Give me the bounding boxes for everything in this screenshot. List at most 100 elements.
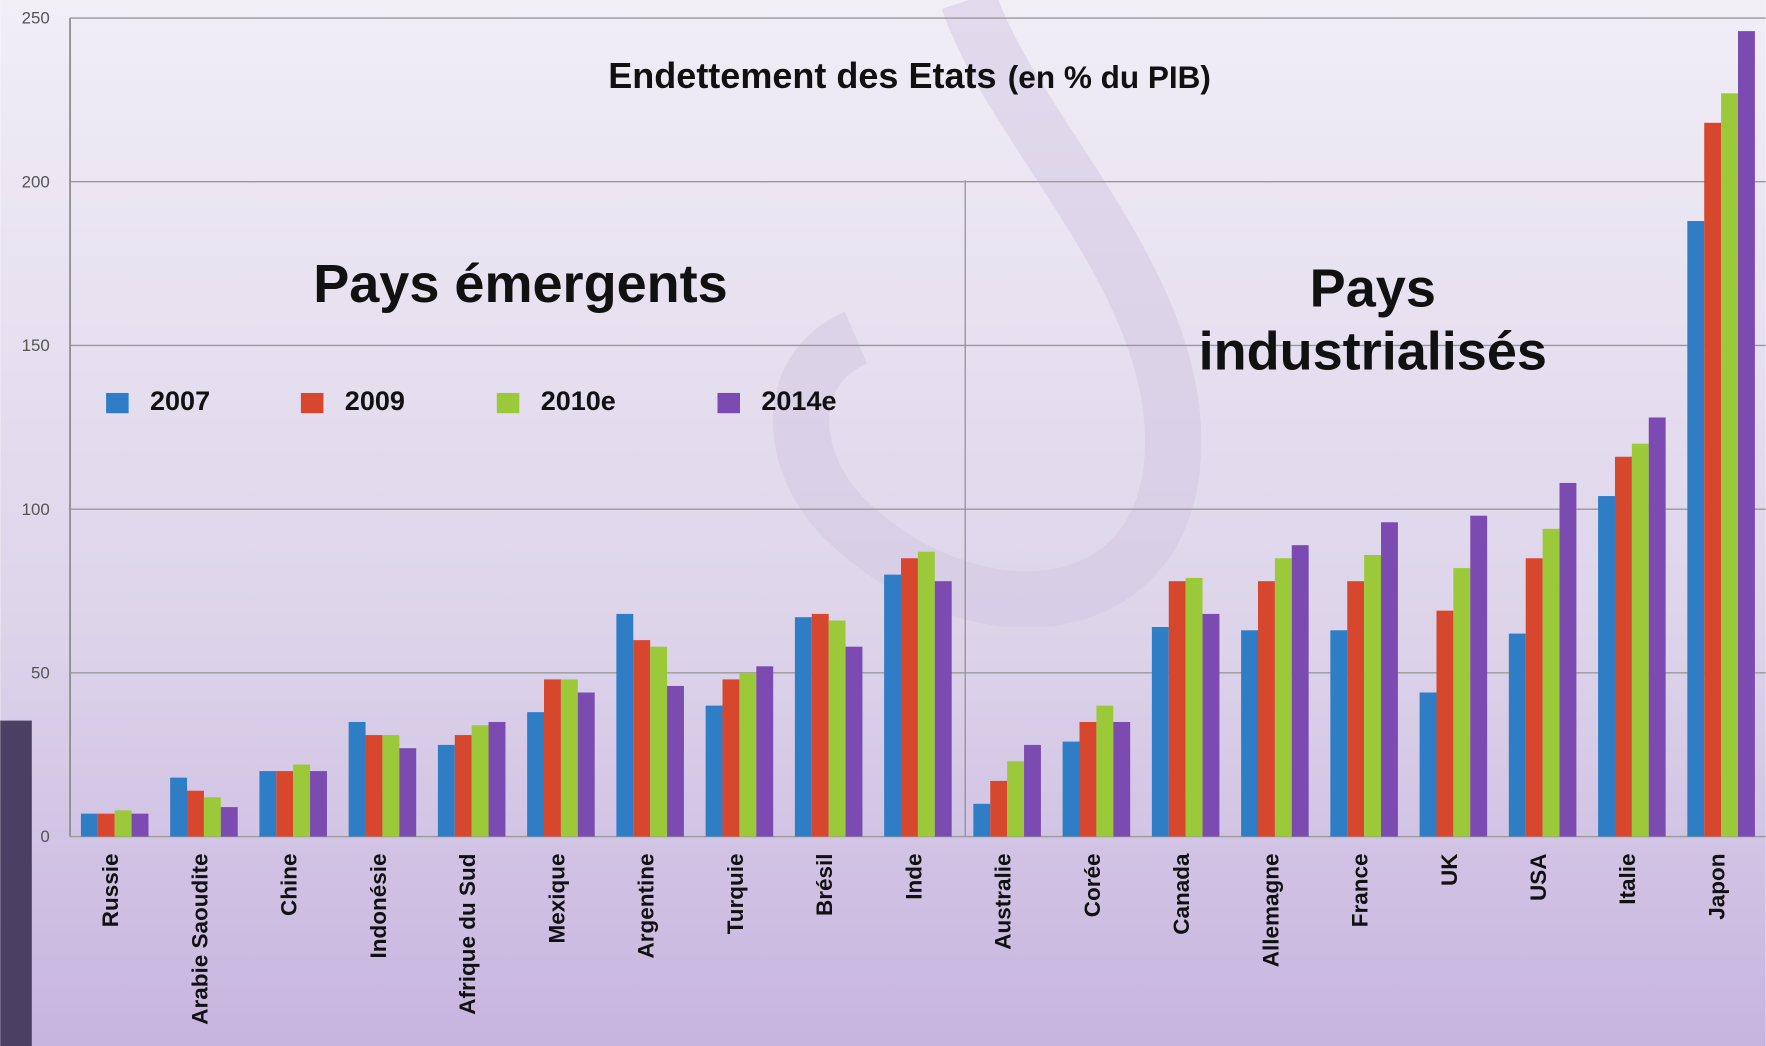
bar: [382, 735, 400, 837]
bar: [1168, 581, 1186, 837]
bar: [1648, 417, 1666, 837]
bar: [884, 574, 902, 837]
x-tick-label: Arabie Saoudite: [187, 853, 212, 1024]
x-tick-label: UK: [1437, 853, 1462, 886]
legend-swatch: [300, 392, 324, 414]
bar: [1721, 93, 1739, 837]
legend-swatch: [106, 392, 129, 414]
bar: [756, 666, 774, 837]
bar: [794, 617, 812, 837]
bar: [365, 735, 383, 837]
bar: [1598, 496, 1615, 837]
bar: [170, 777, 188, 837]
x-tick-label: Corée: [1080, 853, 1105, 917]
x-tick-label: Inde: [901, 853, 926, 899]
bar: [220, 807, 238, 837]
bar: [1525, 558, 1543, 837]
legend-label: 2009: [345, 386, 405, 416]
bar: [560, 679, 578, 837]
x-tick-label: Turquie: [723, 853, 748, 934]
bar: [828, 620, 846, 837]
bar: [1079, 721, 1097, 837]
x-tick-label: Allemagne: [1258, 853, 1283, 967]
bar: [1614, 456, 1632, 837]
bar: [203, 797, 221, 837]
legend-label: 2014e: [761, 386, 836, 416]
bar: [1202, 613, 1220, 837]
bar: [1257, 581, 1275, 837]
y-tick-label: 150: [22, 336, 50, 355]
x-tick-label: Canada: [1169, 853, 1194, 935]
bar: [990, 780, 1008, 837]
bar: [488, 721, 506, 837]
bar: [739, 672, 757, 837]
x-tick-label: Chine: [277, 853, 302, 916]
legend-swatch: [496, 392, 520, 414]
bar: [544, 679, 561, 837]
bar: [454, 735, 472, 837]
bar: [131, 813, 149, 837]
y-tick-label: 50: [31, 663, 50, 682]
bar: [1007, 761, 1025, 837]
bar: [1291, 545, 1309, 837]
bar: [1508, 633, 1526, 837]
bar: [1113, 721, 1131, 837]
x-tick-label: Brésil: [812, 853, 837, 916]
subtitle: (en % du PIB): [1008, 59, 1211, 95]
title-main: Endettement des Etats: [608, 55, 996, 96]
bar: [667, 685, 684, 837]
bar: [1330, 630, 1348, 837]
logo-strip: [0, 720, 32, 1046]
bar: [97, 813, 115, 837]
bar: [114, 810, 132, 837]
annotation: Pays: [1310, 258, 1436, 318]
x-tick-label: Russie: [98, 853, 123, 927]
bar: [845, 646, 863, 837]
x-tick-label: Italie: [1615, 853, 1640, 904]
x-tick-label: Australie: [991, 853, 1016, 949]
bar: [527, 712, 545, 837]
bar: [80, 813, 98, 837]
bar: [1347, 581, 1365, 837]
bar: [1062, 741, 1080, 837]
bar: [901, 558, 918, 837]
bar: [293, 764, 311, 837]
bar: [633, 640, 651, 837]
bar: [1274, 558, 1292, 837]
bar: [934, 581, 952, 837]
x-tick-label: Afrique du Sud: [455, 853, 480, 1014]
bar: [1381, 522, 1398, 837]
annotation: Pays émergents: [313, 254, 727, 314]
bar: [1453, 568, 1471, 837]
x-tick-label: USA: [1526, 853, 1551, 901]
bar: [1542, 528, 1560, 837]
bar: [310, 771, 327, 837]
bar: [1470, 515, 1488, 837]
bar: [973, 803, 991, 837]
legend-label: 2010e: [541, 386, 616, 416]
chart-title: Endettement des Etats (en % du PIB): [608, 55, 1211, 96]
bar: [259, 771, 277, 837]
bar: [1436, 610, 1454, 837]
bar: [917, 551, 935, 837]
bar: [471, 725, 489, 837]
bar: [577, 692, 595, 837]
bar: [276, 771, 294, 837]
x-tick-label: Japon: [1704, 853, 1729, 919]
bar: [1419, 692, 1437, 837]
x-tick-label: Mexique: [544, 853, 569, 943]
bar: [1559, 482, 1577, 837]
bar: [1185, 577, 1203, 837]
x-tick-label: France: [1348, 853, 1373, 927]
bar: [437, 744, 455, 837]
bar: [187, 790, 204, 837]
bar: [1151, 627, 1169, 837]
bar: [348, 721, 366, 837]
bar: [1738, 31, 1755, 837]
bar: [1241, 630, 1258, 837]
bar: [705, 705, 723, 837]
y-tick-label: 100: [22, 500, 50, 519]
bar: [616, 613, 634, 837]
bar: [1096, 705, 1114, 837]
